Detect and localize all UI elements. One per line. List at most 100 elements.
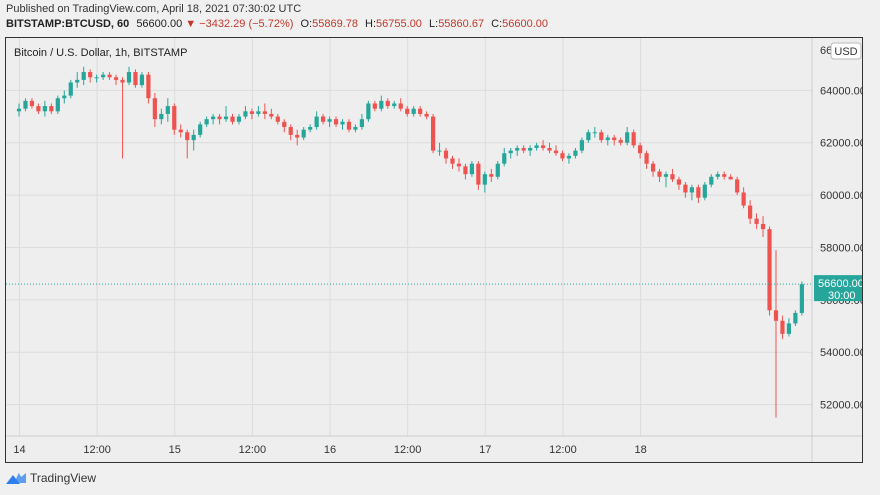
candle <box>217 113 222 125</box>
candle <box>243 106 248 120</box>
candle-body <box>243 111 248 117</box>
candle <box>657 168 662 183</box>
candle-body <box>773 310 779 321</box>
candle-body <box>702 184 707 198</box>
candle <box>366 100 371 122</box>
candle <box>709 174 714 188</box>
candle-body <box>126 72 132 83</box>
candle <box>320 113 326 125</box>
candle-body <box>650 163 656 172</box>
candle <box>159 108 164 125</box>
candle-body <box>618 140 623 143</box>
candle-body <box>579 140 584 151</box>
candle <box>793 310 798 327</box>
candle-body <box>715 174 720 177</box>
candle <box>301 127 306 141</box>
candle-body <box>88 72 93 78</box>
candle-body <box>301 129 306 138</box>
candle-body <box>430 116 436 151</box>
candle <box>62 90 67 104</box>
candle-body <box>676 179 682 185</box>
candle-body <box>605 137 610 141</box>
candle <box>327 116 332 128</box>
candle-body <box>385 100 390 107</box>
x-tick-label: 18 <box>634 444 646 456</box>
candle-body <box>528 147 533 151</box>
candle <box>741 187 746 209</box>
candle-body <box>780 320 785 334</box>
candle <box>760 216 766 237</box>
candle <box>683 182 688 198</box>
x-tick-label: 15 <box>169 444 181 456</box>
candle-body <box>75 79 80 83</box>
candle-body <box>327 119 332 122</box>
candle <box>139 72 145 88</box>
candle-body <box>42 106 47 112</box>
candle <box>385 98 390 109</box>
candle-body <box>586 132 591 141</box>
candle-body <box>482 174 487 185</box>
candle <box>379 95 384 112</box>
candle-body <box>29 100 35 107</box>
candle <box>55 95 60 114</box>
candle-body <box>16 108 22 112</box>
candle-body <box>113 77 119 80</box>
candle-body <box>760 223 766 230</box>
price-change: −3432.29 (−5.72%) <box>199 18 294 30</box>
candle <box>204 116 209 128</box>
candle <box>23 98 28 112</box>
candle-body <box>631 132 636 146</box>
candle <box>42 100 47 117</box>
candle-body <box>49 106 54 112</box>
candle <box>29 98 35 109</box>
candle-body <box>152 98 157 120</box>
candle <box>715 171 720 180</box>
candle <box>107 72 112 80</box>
candle <box>592 127 597 138</box>
candle <box>392 100 397 109</box>
currency-badge-box <box>830 42 862 60</box>
candle-body <box>638 145 643 154</box>
candle-body <box>372 103 377 109</box>
candle <box>754 213 759 230</box>
candle <box>515 145 520 156</box>
candle <box>172 103 177 135</box>
candlestick-chart[interactable]: 52000.0054000.0056000.0058000.0060000.00… <box>6 38 862 462</box>
close-label: C: <box>491 18 503 30</box>
candle <box>689 184 694 201</box>
symbol-info-line: BITSTAMP:BTCUSD, 60 56600.00 ▼ −3432.29 … <box>6 18 548 30</box>
candle-body <box>366 103 371 120</box>
candle <box>508 147 513 159</box>
published-info: Published on TradingView.com, April 18, … <box>6 3 302 15</box>
currency-badge: USD <box>830 42 862 60</box>
candle <box>418 106 423 117</box>
candle <box>230 113 235 125</box>
symbol-name[interactable]: BITSTAMP:BTCUSD, 60 <box>6 18 130 30</box>
candle-body <box>476 163 481 185</box>
chart-frame[interactable]: 52000.0054000.0056000.0058000.0060000.00… <box>5 37 863 463</box>
candle-body <box>405 108 410 114</box>
candle-body <box>573 150 578 156</box>
candle-body <box>424 113 429 117</box>
candle <box>333 116 339 128</box>
candle <box>223 106 229 122</box>
tradingview-logo-icon <box>6 471 26 485</box>
candle <box>269 108 274 120</box>
candle <box>340 119 345 130</box>
current-price-value: 56600.00 <box>818 278 862 290</box>
x-tick-label: 12:00 <box>549 444 577 456</box>
candle <box>198 121 203 138</box>
candle-body <box>521 147 526 151</box>
candle-body <box>314 116 319 128</box>
candle <box>353 124 358 133</box>
candle-body <box>320 116 326 122</box>
candle-body <box>191 134 196 141</box>
candle <box>120 77 125 159</box>
y-tick-label: 54000.00 <box>820 347 862 359</box>
candle <box>482 171 487 193</box>
candle <box>780 315 785 340</box>
candle <box>799 281 804 316</box>
candle-body <box>741 192 746 206</box>
candle-body <box>767 229 772 311</box>
x-tick-label: 12:00 <box>239 444 267 456</box>
